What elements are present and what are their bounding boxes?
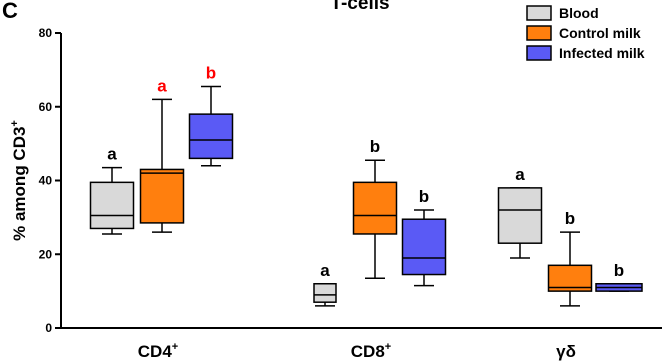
box-body (313, 283, 337, 303)
significance-label: b (206, 63, 216, 82)
legend-swatch (526, 5, 552, 21)
box-body (89, 181, 135, 230)
significance-label: b (370, 137, 380, 156)
box-body (352, 181, 398, 235)
y-tick-label: 60 (39, 100, 53, 114)
significance-label: a (107, 145, 117, 164)
significance-label: b (614, 261, 624, 280)
box-infected-milk: b (595, 261, 643, 292)
legend-swatch (526, 45, 552, 61)
box-series: a a a a b b b b b (89, 63, 643, 307)
x-tick-label: CD8+ (351, 341, 391, 361)
significance-label: a (515, 165, 525, 184)
significance-label: b (419, 187, 429, 206)
legend: Blood Control milk Infected milk (526, 5, 645, 61)
x-tick-label: γδ (556, 342, 576, 361)
y-tick-label: 20 (39, 247, 53, 261)
box-control-milk: a (139, 76, 185, 233)
box-infected-milk: b (188, 63, 234, 167)
box-blood: a (313, 261, 337, 307)
y-tick-label: 40 (39, 174, 53, 188)
box-body (139, 168, 185, 224)
box-blood: a (497, 165, 543, 259)
legend-label: Infected milk (559, 45, 645, 61)
axes: 0 20 40 60 80 % among CD3+ CD4+ CD8+ γδ (9, 26, 662, 361)
legend-label: Control milk (559, 25, 641, 41)
box-body (401, 218, 447, 276)
panel-label: C (2, 0, 18, 23)
y-axis-title: % among CD3+ (9, 120, 29, 241)
significance-label: a (320, 261, 330, 280)
legend-label: Blood (559, 5, 599, 21)
y-tick-label: 0 (45, 321, 52, 335)
box-control-milk: b (352, 137, 398, 279)
chart-title: T-cells (330, 0, 389, 14)
box-body (497, 187, 543, 244)
legend-swatch (526, 25, 552, 41)
box-blood: a (89, 145, 135, 235)
y-tick-label: 80 (39, 26, 53, 40)
box-infected-milk: b (401, 187, 447, 287)
box-body (188, 113, 234, 160)
x-tick-label: CD4+ (138, 341, 178, 361)
significance-label: a (157, 76, 167, 95)
significance-label: b (565, 209, 575, 228)
box-control-milk: b (547, 209, 593, 307)
